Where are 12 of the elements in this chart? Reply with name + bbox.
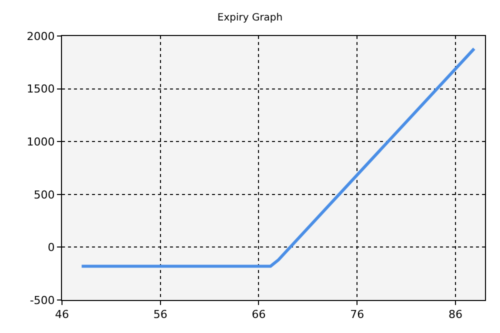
y-tick-label: 0 <box>48 241 55 254</box>
y-tick-label: 1000 <box>26 135 55 148</box>
x-tick-label: 76 <box>350 308 364 322</box>
y-tick-label: 2000 <box>26 30 55 43</box>
y-tick-label: 1500 <box>26 82 55 96</box>
y-tick-label: -500 <box>30 294 55 307</box>
x-tick-label: 46 <box>55 308 69 322</box>
y-tick-label: 500 <box>34 188 55 202</box>
x-tick-label: 86 <box>448 308 462 322</box>
chart-title: Expiry Graph <box>217 12 283 24</box>
x-tick-label: 66 <box>252 308 266 322</box>
x-tick-label: 56 <box>153 308 168 322</box>
